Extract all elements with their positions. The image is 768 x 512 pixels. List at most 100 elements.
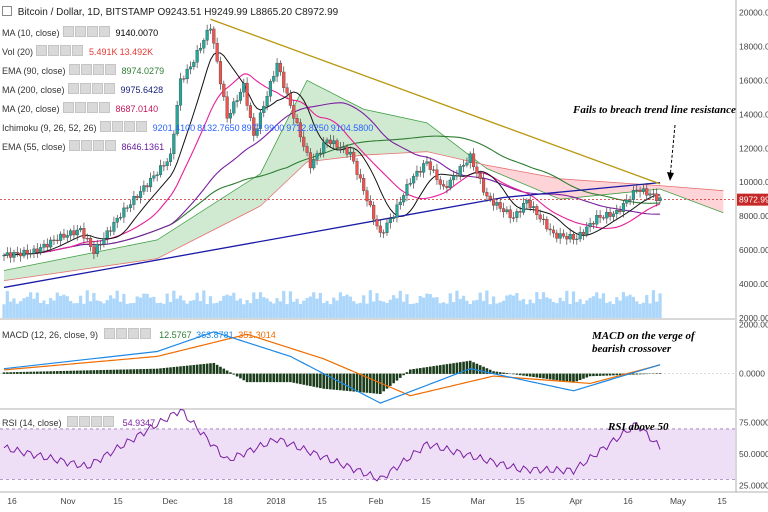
price-tick-label: 20000.00: [739, 7, 768, 17]
close-icon[interactable]: [98, 26, 110, 37]
candle-body: [302, 136, 306, 147]
close-icon[interactable]: [72, 45, 84, 56]
candle-body: [438, 179, 442, 185]
eye-icon[interactable]: [68, 140, 80, 151]
eye-icon[interactable]: [99, 121, 111, 132]
volume-bar: [425, 293, 429, 318]
candle-body: [571, 234, 576, 240]
add-icon[interactable]: [91, 83, 103, 94]
close-icon[interactable]: [103, 83, 115, 94]
macd-histogram-bar: [162, 368, 166, 374]
indicator-legend-buttons[interactable]: [62, 26, 111, 38]
add-icon[interactable]: [60, 45, 72, 56]
macd-histogram-bar: [272, 373, 276, 383]
indicator-legend-buttons[interactable]: [62, 102, 111, 114]
candle-body: [362, 178, 366, 191]
volume-bar: [19, 301, 23, 318]
annotation-arrowhead: [667, 172, 674, 181]
add-icon[interactable]: [91, 416, 103, 427]
candle-body: [485, 192, 489, 197]
candle-body: [591, 223, 596, 225]
settings-icon[interactable]: [48, 45, 60, 56]
add-icon[interactable]: [123, 121, 135, 132]
eye-icon[interactable]: [62, 102, 74, 113]
candle-body: [105, 230, 109, 239]
add-icon[interactable]: [92, 64, 104, 75]
volume-bar: [5, 291, 9, 318]
volume-bar: [445, 303, 449, 318]
candle-body: [42, 243, 46, 248]
eye-icon[interactable]: [68, 64, 80, 75]
macd-histogram-bar: [612, 373, 615, 376]
settings-icon[interactable]: [111, 121, 123, 132]
candle-body: [242, 82, 246, 93]
eye-icon[interactable]: [67, 83, 79, 94]
close-icon[interactable]: [135, 121, 147, 132]
candle-body: [205, 30, 209, 41]
candle-body: [172, 133, 176, 155]
volume-bar: [49, 298, 53, 318]
settings-icon[interactable]: [80, 64, 92, 75]
macd-histogram-bar: [322, 373, 326, 389]
volume-bar: [128, 303, 133, 318]
close-icon[interactable]: [103, 416, 115, 427]
close-icon[interactable]: [104, 140, 116, 151]
macd-hist-value: 12.5767: [159, 330, 192, 340]
add-icon[interactable]: [92, 140, 104, 151]
candle-body: [575, 238, 579, 240]
indicator-legend-buttons[interactable]: [68, 140, 117, 152]
add-icon[interactable]: [86, 26, 98, 37]
volume-bar: [228, 295, 233, 318]
settings-icon[interactable]: [79, 416, 91, 427]
candle-body: [468, 153, 472, 164]
close-icon[interactable]: [98, 102, 110, 113]
macd-histogram-bar: [255, 373, 259, 383]
macd-histogram-bar: [109, 369, 112, 374]
candle-body: [25, 249, 29, 254]
close-icon[interactable]: [139, 328, 151, 339]
settings-icon[interactable]: [80, 140, 92, 151]
price-tick-label: 18000.00: [739, 41, 768, 51]
volume-bar: [268, 301, 273, 318]
macd-histogram-bar: [269, 373, 272, 383]
macd-histogram-bar: [22, 371, 26, 374]
volume-bar: [138, 297, 143, 318]
indicator-legend-buttons[interactable]: [36, 45, 84, 57]
macd-histogram-bar: [219, 366, 222, 374]
settings-icon[interactable]: [74, 26, 86, 37]
macd-histogram-bar: [418, 368, 422, 374]
eye-icon[interactable]: [103, 328, 115, 339]
settings-icon[interactable]: [74, 102, 86, 113]
eye-icon[interactable]: [62, 26, 74, 37]
volume-bar: [2, 304, 6, 318]
eye-icon[interactable]: [67, 416, 79, 427]
volume-bar: [558, 297, 562, 318]
collapse-icon[interactable]: [2, 6, 12, 16]
macd-histogram-bar: [448, 363, 452, 374]
settings-icon[interactable]: [79, 83, 91, 94]
candle-body: [505, 209, 509, 213]
add-icon[interactable]: [86, 102, 98, 113]
candle-body: [282, 71, 286, 88]
add-icon[interactable]: [127, 328, 139, 339]
volume-bar: [235, 300, 239, 318]
candle-body: [9, 252, 13, 258]
macd-histogram-bar: [638, 373, 642, 375]
indicator-legend-buttons[interactable]: [68, 64, 117, 76]
rsi-legend-buttons[interactable]: [67, 416, 115, 428]
macd-histogram-bar: [588, 373, 592, 377]
volume-bar: [245, 299, 249, 318]
indicator-legend-buttons[interactable]: [99, 121, 148, 133]
eye-icon[interactable]: [36, 45, 48, 56]
macd-legend-buttons[interactable]: [103, 328, 152, 340]
volume-bar: [641, 302, 646, 318]
close-icon[interactable]: [104, 64, 116, 75]
settings-icon[interactable]: [115, 328, 127, 339]
macd-legend-label: MACD (12, 26, close, 9): [2, 330, 99, 340]
candle-body: [601, 217, 605, 219]
indicator-legend-buttons[interactable]: [67, 83, 116, 95]
volume-bar: [248, 303, 253, 318]
volume-bar: [412, 303, 416, 318]
volume-bar: [648, 303, 652, 318]
